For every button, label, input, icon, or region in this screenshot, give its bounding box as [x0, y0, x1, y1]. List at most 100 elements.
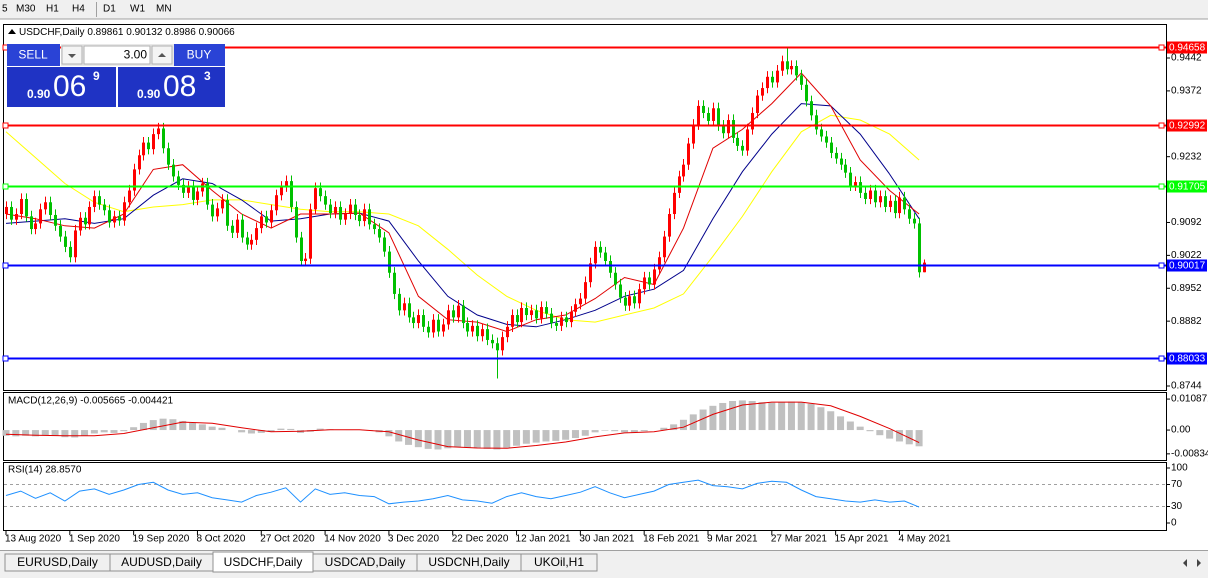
timeframe-button[interactable]: 5 — [2, 4, 8, 15]
candle-body — [270, 210, 273, 223]
ask-pips: 08 — [163, 70, 196, 103]
candle-body — [594, 246, 597, 264]
histogram-bar — [660, 427, 668, 431]
candle-body — [682, 164, 685, 177]
timeframe-button[interactable]: M30 — [16, 4, 36, 15]
histogram-bar — [267, 430, 275, 432]
candle-body — [388, 251, 391, 273]
candle-body — [555, 323, 558, 326]
x-tick-label: 30 Jan 2021 — [579, 534, 634, 545]
candle-body — [393, 272, 396, 294]
candle-body — [412, 317, 415, 324]
candle-body — [339, 206, 342, 220]
x-tick-label: 27 Oct 2020 — [260, 534, 315, 545]
buy-label: BUY — [187, 48, 212, 62]
candle-body — [687, 143, 690, 165]
candle-body — [550, 313, 553, 324]
histogram-bar — [444, 430, 452, 449]
candle-body — [908, 209, 911, 219]
histogram-bar — [856, 426, 864, 431]
candle-body — [260, 216, 263, 229]
candle-body — [309, 209, 312, 259]
candle-body — [898, 197, 901, 214]
scroll-right[interactable] — [1197, 559, 1201, 567]
candle-body — [64, 236, 67, 247]
tab[interactable] — [520, 553, 598, 572]
arrow-down — [68, 54, 76, 58]
histogram-bar — [758, 402, 766, 431]
buy-button[interactable] — [174, 44, 225, 66]
tab-label[interactable]: AUDUSD,Daily — [121, 555, 202, 569]
histogram-bar — [522, 430, 530, 444]
level-label: 0.91705 — [1169, 182, 1206, 193]
candle-body — [530, 310, 533, 316]
candle-body — [74, 230, 77, 258]
candle-body — [59, 225, 62, 237]
volume-input[interactable] — [83, 45, 151, 65]
level-handle — [1158, 355, 1165, 362]
timeframe-button[interactable]: D1 — [103, 4, 116, 15]
candle-body — [206, 183, 209, 205]
candle-body — [128, 190, 131, 203]
x-tick-label: 4 May 2021 — [898, 534, 951, 545]
candle-body — [280, 186, 283, 196]
x-tick-label: 9 Mar 2021 — [707, 534, 758, 545]
bid-fraction: 9 — [93, 69, 100, 83]
candle-body — [736, 137, 739, 146]
histogram-bar — [866, 430, 874, 432]
candle-body — [849, 172, 852, 186]
level-label-bg — [1167, 41, 1207, 54]
candle-body — [903, 197, 906, 210]
histogram-bar — [434, 430, 442, 450]
candle-body — [373, 224, 376, 230]
candle-body — [884, 196, 887, 207]
candle-body — [437, 319, 440, 332]
timeframe-button[interactable]: MN — [156, 4, 172, 15]
timeframe-button[interactable]: H4 — [72, 4, 85, 15]
histogram-bar — [581, 430, 589, 436]
candle-body — [864, 192, 867, 199]
histogram-bar — [689, 414, 697, 431]
sell-button[interactable] — [7, 44, 60, 66]
scroll-left[interactable] — [1183, 559, 1187, 567]
candle-body — [511, 315, 514, 327]
tab-label[interactable]: USDCHF,Daily — [224, 555, 303, 569]
candle-body — [923, 262, 926, 273]
candle-body — [363, 209, 366, 222]
tab-label[interactable]: EURUSD,Daily — [17, 555, 98, 569]
histogram-bar — [719, 402, 727, 431]
candle-body — [452, 310, 455, 318]
tab-label[interactable]: UKOil,H1 — [534, 555, 584, 569]
histogram-bar — [238, 430, 246, 433]
histogram-bar — [738, 400, 746, 431]
y-tick-label: 30 — [1171, 501, 1183, 512]
tab-label[interactable]: USDCAD,Daily — [325, 555, 406, 569]
candle-body — [800, 75, 803, 85]
level-label-bg — [1167, 259, 1207, 272]
bid-box[interactable] — [7, 67, 116, 107]
y-tick-label: 0.9022 — [1171, 250, 1202, 261]
candle-body — [604, 252, 607, 262]
candle-body — [290, 181, 293, 207]
ask-box[interactable] — [118, 67, 225, 107]
candle-body — [889, 200, 892, 207]
histogram-bar — [905, 430, 913, 445]
histogram-bar — [139, 422, 147, 431]
x-tick-label: 3 Dec 2020 — [388, 534, 440, 545]
candle-body — [751, 112, 754, 130]
candle-body — [147, 142, 150, 150]
chart-bg — [0, 20, 1208, 550]
candle-body — [133, 169, 136, 191]
timeframe-button[interactable]: H1 — [46, 4, 59, 15]
timeframe-button[interactable]: W1 — [130, 4, 145, 15]
histogram-bar — [876, 430, 884, 436]
candle-body — [30, 216, 33, 230]
candle-body — [324, 196, 327, 205]
candle-body — [781, 61, 784, 71]
histogram-bar — [513, 430, 521, 446]
tab-label[interactable]: USDCNH,Daily — [428, 555, 509, 569]
timeframe-bar: 5 M30 H1 H4 D1 W1 MN — [2, 2, 172, 17]
candle-body — [678, 176, 681, 193]
candle-body — [486, 329, 489, 340]
candle-body — [196, 191, 199, 200]
